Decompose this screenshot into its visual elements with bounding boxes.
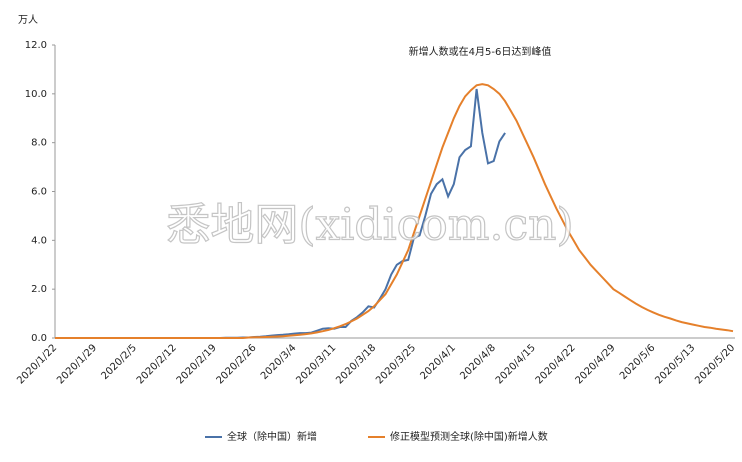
y-tick-label: 4.0 [31, 235, 47, 246]
y-tick-label: 10.0 [25, 89, 47, 100]
x-tick-label: 2020/3/18 [334, 342, 378, 386]
x-tick-label: 2020/5/20 [693, 342, 737, 386]
watermark: 悉地网(xidicom.cn) [166, 200, 573, 251]
y-tick-label: 0.0 [31, 333, 47, 344]
y-unit: 万人 [18, 14, 38, 26]
x-tick-label: 2020/3/4 [259, 342, 299, 382]
x-tick-label: 2020/4/1 [419, 342, 459, 382]
legend-label: 修正模型预测全球(除中国)新增人数 [390, 430, 548, 443]
series-line [55, 83, 734, 339]
x-tick-label: 2020/4/15 [494, 342, 538, 386]
x-tick-label: 2020/1/29 [55, 342, 99, 386]
x-tick-label: 2020/2/26 [215, 342, 259, 386]
legend-label: 全球（除中国）新增 [227, 430, 317, 443]
x-tick-label: 2020/4/22 [534, 342, 578, 386]
y-tick-label: 6.0 [31, 187, 47, 198]
x-tick-label: 2020/2/19 [175, 342, 219, 386]
x-tick-label: 2020/3/11 [294, 342, 338, 386]
annotation: 新增人数或在4月5-6日达到峰值 [409, 45, 552, 58]
y-tick-label: 8.0 [31, 138, 47, 149]
x-tick-label: 2020/3/25 [374, 342, 418, 386]
x-tick-label: 2020/1/22 [15, 342, 59, 386]
x-tick-label: 2020/5/13 [653, 342, 697, 386]
y-tick-label: 2.0 [31, 284, 47, 295]
x-tick-label: 2020/5/6 [618, 342, 658, 382]
x-tick-label: 2020/4/8 [458, 342, 498, 382]
x-tick-label: 2020/2/12 [135, 342, 179, 386]
y-tick-label: 12.0 [25, 40, 47, 51]
x-tick-label: 2020/4/29 [574, 342, 618, 386]
x-tick-label: 2020/2/5 [99, 342, 139, 382]
